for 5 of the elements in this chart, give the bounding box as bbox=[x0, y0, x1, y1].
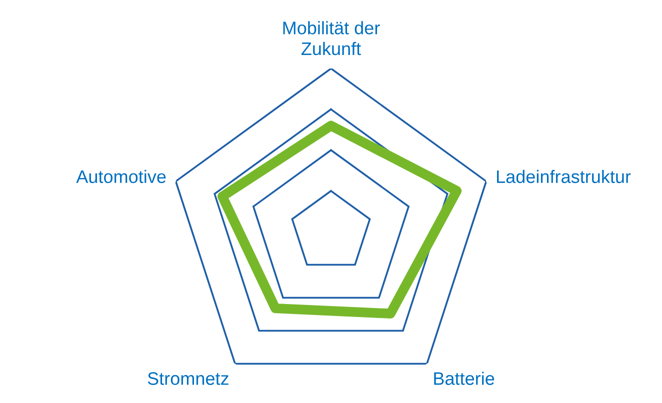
spoke-label: Stromnetz bbox=[148, 372, 228, 385]
spoke-label: Mobilität der Zukunft bbox=[283, 21, 380, 56]
spoke-label: Automotive bbox=[76, 170, 166, 184]
spoke-label: Ladeinfrastruktur bbox=[497, 170, 631, 184]
spoke-label: Batterie bbox=[434, 372, 494, 385]
